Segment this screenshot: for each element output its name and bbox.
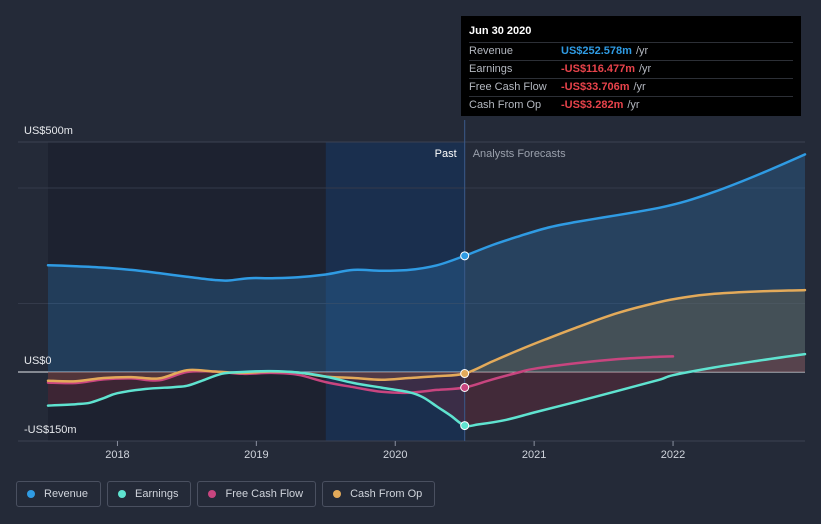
legend-label: Free Cash Flow bbox=[225, 488, 304, 500]
tooltip-row-earnings: Earnings -US$116.477m /yr bbox=[469, 61, 793, 79]
tooltip-label: Earnings bbox=[469, 63, 513, 75]
legend-earnings-button[interactable]: Earnings bbox=[107, 481, 192, 507]
y-tick-label: -US$150m bbox=[24, 424, 77, 436]
tooltip-value: -US$33.706m bbox=[561, 81, 630, 93]
revenue-dot-icon bbox=[27, 490, 35, 498]
legend-free-cash-flow-button[interactable]: Free Cash Flow bbox=[197, 481, 317, 507]
tooltip: Jun 30 2020 Revenue US$252.578m /yr Earn… bbox=[461, 16, 801, 116]
y-tick-label: US$0 bbox=[24, 355, 52, 367]
free-cash-flow-dot-icon bbox=[208, 490, 217, 498]
legend-label: Revenue bbox=[44, 488, 89, 500]
marker-revenue bbox=[460, 251, 470, 261]
series-line-cash-from-op bbox=[46, 288, 807, 383]
x-tick-label: 2021 bbox=[522, 449, 546, 461]
legend-revenue-button[interactable]: Revenue bbox=[16, 481, 102, 507]
forecast-label: Analysts Forecasts bbox=[473, 148, 566, 160]
tooltip-row-free-cash-flow: Free Cash Flow -US$33.706m /yr bbox=[469, 79, 793, 97]
highlight-region bbox=[325, 142, 465, 441]
tooltip-unit: /yr bbox=[627, 99, 640, 111]
legend: Revenue Earnings Free Cash Flow Cash Fro… bbox=[16, 481, 436, 507]
tooltip-value: -US$3.282m bbox=[561, 99, 624, 111]
tooltip-unit: /yr bbox=[639, 63, 652, 75]
marker-cash-from-op bbox=[460, 369, 470, 379]
marker-earnings bbox=[460, 421, 470, 431]
x-tick-label: 2019 bbox=[244, 449, 268, 461]
tooltip-row-cash-from-op: Cash From Op -US$3.282m /yr bbox=[469, 97, 793, 114]
series-line-revenue bbox=[46, 153, 807, 282]
past-label: Past bbox=[435, 148, 457, 160]
x-tick-label: 2022 bbox=[661, 449, 685, 461]
tooltip-label: Cash From Op bbox=[469, 99, 542, 111]
cash-from-op-dot-icon bbox=[333, 490, 342, 498]
tooltip-label: Free Cash Flow bbox=[469, 81, 547, 93]
tooltip-date: Jun 30 2020 bbox=[469, 24, 793, 43]
tooltip-value: US$252.578m bbox=[561, 45, 632, 57]
series-line-earnings bbox=[46, 352, 807, 428]
tooltip-unit: /yr bbox=[635, 45, 649, 57]
x-tick-label: 2018 bbox=[105, 449, 129, 461]
series-line-free-cash-flow bbox=[46, 355, 675, 395]
legend-label: Cash From Op bbox=[350, 488, 423, 500]
tooltip-label: Revenue bbox=[469, 45, 514, 57]
earnings-dot-icon bbox=[118, 490, 127, 498]
tooltip-row-revenue: Revenue US$252.578m /yr bbox=[469, 43, 793, 61]
y-tick-label: US$500m bbox=[24, 125, 73, 137]
marker-free-cash-flow bbox=[460, 383, 470, 393]
x-tick-label: 2020 bbox=[383, 449, 407, 461]
legend-label: Earnings bbox=[135, 488, 179, 500]
legend-cash-from-op-button[interactable]: Cash From Op bbox=[322, 481, 436, 507]
tooltip-value: -US$116.477m bbox=[561, 63, 635, 75]
tooltip-unit: /yr bbox=[633, 81, 646, 93]
chart-area: US$500m US$0 -US$150m 2018 2019 2020 2021 2022 P… bbox=[18, 120, 807, 461]
area-fill bbox=[48, 154, 805, 372]
